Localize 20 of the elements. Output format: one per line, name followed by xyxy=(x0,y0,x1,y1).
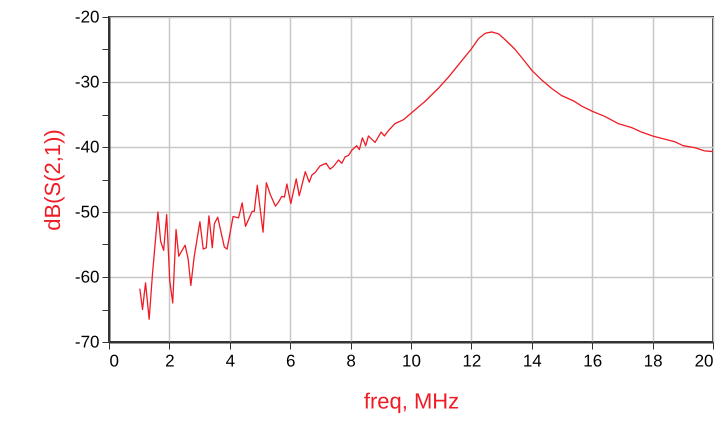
x-tick-label: 16 xyxy=(583,352,602,370)
x-tick-label: 2 xyxy=(165,352,175,370)
x-tick-label: 12 xyxy=(462,352,482,370)
x-tick-label: 10 xyxy=(402,352,421,370)
x-tick-label: 4 xyxy=(226,352,236,370)
y-tick-label: -40 xyxy=(74,138,100,156)
x-tick-label: 6 xyxy=(286,352,296,370)
y-tick-label: -50 xyxy=(74,202,100,222)
x-tick-label: 20 xyxy=(694,352,714,370)
y-tick-label: -60 xyxy=(74,268,100,286)
y-axis-title: dB(S(2,1)) xyxy=(40,129,65,231)
x-tick-label: 0 xyxy=(110,352,119,370)
x-axis-title: freq, MHz xyxy=(364,388,460,414)
y-tick-label: -20 xyxy=(74,8,100,26)
x-tick-label: 18 xyxy=(644,352,663,370)
y-tick-label: -30 xyxy=(74,72,100,92)
x-tick-label: 14 xyxy=(522,352,542,370)
line-series xyxy=(139,31,713,320)
x-tick-label: 8 xyxy=(346,352,356,370)
y-tick-label: -70 xyxy=(74,332,100,352)
